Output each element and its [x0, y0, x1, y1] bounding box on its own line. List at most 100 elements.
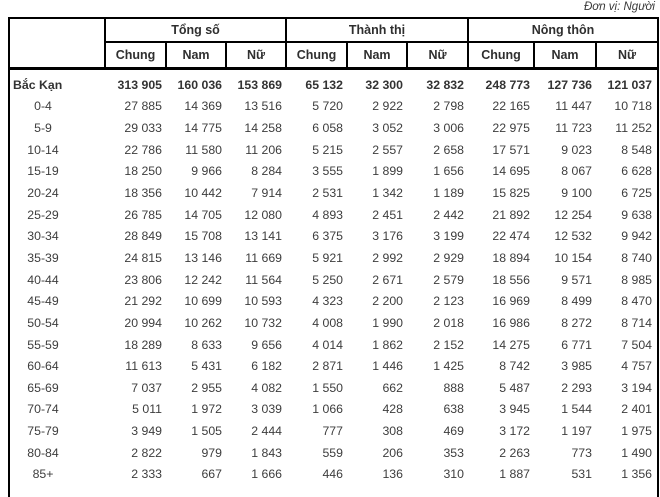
- cell-value: 10 699: [184, 294, 222, 309]
- cell-value: 121 037: [607, 77, 652, 92]
- cell-value: 2 293: [561, 380, 592, 395]
- sub-header: Chung: [106, 43, 167, 67]
- cell-value: 2 152: [433, 337, 464, 352]
- cell-value: 136: [382, 467, 403, 482]
- row-label-cell: 0-4: [10, 99, 106, 113]
- cell-value: 5 431: [191, 359, 222, 374]
- table-row: 0-4 27 885 14 369 13 516 5 720 2 922 2 798 22 1…: [10, 96, 657, 118]
- cell-value: 2 200: [372, 294, 403, 309]
- row-label-cell: 60-64: [10, 359, 106, 373]
- cell-value: 22 474: [492, 229, 530, 244]
- table-row: 45-49 21 292 10 699 10 593 4 323 2 200 2 123 16…: [10, 290, 657, 312]
- cell-value: 27 885: [124, 99, 162, 114]
- cell-value: 2 955: [191, 380, 222, 395]
- cell-value: 10 262: [184, 315, 222, 330]
- cell-value: 559: [322, 445, 343, 460]
- row-label: 85+: [32, 467, 54, 482]
- cell-value: 5 250: [312, 272, 343, 287]
- cell-value: 2 018: [433, 315, 464, 330]
- sub-header: Nữ: [617, 48, 637, 62]
- cell-value: 1 066: [312, 402, 343, 417]
- cell-value: 979: [201, 445, 222, 460]
- sub-header: Chung: [469, 43, 535, 67]
- row-label: 35-39: [27, 250, 59, 265]
- cell-value: 3 199: [433, 229, 464, 244]
- cell-value: 6 182: [251, 359, 282, 374]
- cell-value: 3 945: [499, 402, 530, 417]
- cell-value: 4 008: [312, 315, 343, 330]
- cell-value: 12 532: [554, 229, 592, 244]
- table-body: Bắc Kạn 313 905 160 036 153 869 65 132 32 300…: [10, 70, 657, 485]
- cell-value: 13 141: [244, 229, 282, 244]
- cell-value: 8 548: [621, 142, 652, 157]
- cell-value: 12 254: [554, 207, 592, 222]
- sub-header: Nam: [348, 43, 408, 67]
- cell-value: 3 052: [372, 121, 403, 136]
- row-label: 30-34: [27, 229, 59, 244]
- cell-value: 14 275: [492, 337, 530, 352]
- cell-value: 2 123: [433, 294, 464, 309]
- table-row: 85+ 2 333 667 1 666 446 136 310 1 887 531 1 356: [10, 464, 657, 486]
- table-row: 70-74 5 011 1 972 3 039 1 066 428 638 3 945 1 54…: [10, 399, 657, 421]
- cell-value: 8 633: [191, 337, 222, 352]
- table-row: 60-64 11 613 5 431 6 182 2 871 1 446 1 425 8 74…: [10, 355, 657, 377]
- row-label: Bắc Kạn: [13, 77, 63, 92]
- cell-value: 1 505: [191, 424, 222, 439]
- row-label-cell: 45-49: [10, 294, 106, 308]
- cell-value: 313 905: [117, 77, 162, 92]
- cell-value: 12 242: [184, 272, 222, 287]
- cell-value: 1 899: [372, 164, 403, 179]
- cell-value: 21 292: [124, 294, 162, 309]
- cell-value: 11 447: [555, 99, 592, 114]
- cell-value: 4 893: [312, 207, 343, 222]
- row-label: 70-74: [27, 402, 59, 417]
- cell-value: 9 638: [621, 207, 652, 222]
- cell-value: 22 165: [492, 99, 530, 114]
- cell-value: 11 252: [615, 121, 652, 136]
- row-label: 45-49: [27, 294, 59, 309]
- cell-value: 8 714: [621, 315, 652, 330]
- cell-value: 28 849: [124, 229, 162, 244]
- cell-value: 3 006: [433, 121, 464, 136]
- cell-value: 1 356: [621, 467, 652, 482]
- cell-value: 10 718: [614, 99, 652, 114]
- cell-value: 777: [322, 424, 343, 439]
- row-label-cell: 70-74: [10, 402, 106, 416]
- cell-value: 206: [382, 445, 403, 460]
- cell-value: 2 579: [433, 272, 464, 287]
- cell-value: 1 975: [621, 424, 652, 439]
- cell-value: 26 785: [124, 207, 162, 222]
- cell-value: 18 250: [124, 164, 162, 179]
- row-label: 80-84: [27, 445, 59, 460]
- row-label-cell: 50-54: [10, 316, 106, 330]
- row-label: 10-14: [27, 142, 59, 157]
- row-label: 50-54: [27, 315, 59, 330]
- sub-header: Nam: [167, 43, 227, 67]
- cell-value: 22 786: [124, 142, 162, 157]
- group-header-nong-thon: Nông thôn: [469, 19, 657, 43]
- cell-value: 11 564: [245, 272, 282, 287]
- group-header-thanh-thi: Thành thị: [287, 19, 469, 43]
- cell-value: 14 775: [184, 121, 222, 136]
- cell-value: 11 669: [245, 250, 282, 265]
- cell-value: 1 862: [372, 337, 403, 352]
- cell-value: 32 832: [426, 77, 464, 92]
- cell-value: 888: [443, 380, 464, 395]
- cell-value: 14 705: [184, 207, 222, 222]
- table-row: 50-54 20 994 10 262 10 732 4 008 1 990 2 018 16…: [10, 312, 657, 334]
- cell-value: 14 258: [244, 121, 282, 136]
- cell-value: 1 425: [433, 359, 464, 374]
- cell-value: 8 470: [621, 294, 652, 309]
- row-label: 15-19: [27, 164, 59, 179]
- table-header: Tổng số Thành thị Nông thôn Chung Nam Nữ…: [10, 19, 657, 70]
- cell-value: 6 628: [621, 164, 652, 179]
- row-label: 0-4: [34, 99, 52, 114]
- cell-value: 13 516: [244, 99, 282, 114]
- cell-value: 2 671: [372, 272, 403, 287]
- cell-value: 3 039: [251, 402, 282, 417]
- table-row: 5-9 29 033 14 775 14 258 6 058 3 052 3 006 22 9…: [10, 117, 657, 139]
- cell-value: 1 342: [372, 186, 403, 201]
- cell-value: 531: [571, 467, 592, 482]
- cell-value: 7 504: [621, 337, 652, 352]
- unit-label: Đơn vị: Người: [583, 1, 655, 13]
